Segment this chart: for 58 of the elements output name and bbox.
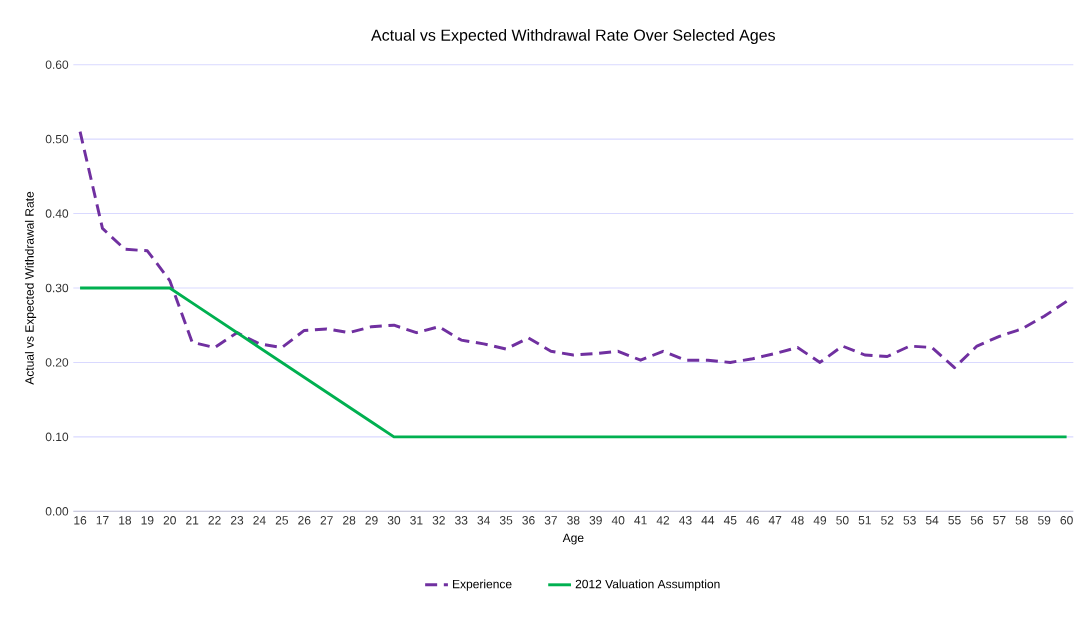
x-tick-label: 27 — [320, 516, 333, 525]
x-tick-label: 32 — [432, 516, 445, 525]
x-tick-label: 55 — [948, 516, 961, 525]
x-tick-label: 40 — [611, 516, 625, 525]
legend-label: 2012 Valuation Assumption — [575, 579, 720, 591]
x-tick-label: 54 — [925, 516, 939, 525]
x-tick-label: 51 — [858, 516, 871, 525]
x-tick-label: 23 — [230, 516, 244, 525]
x-tick-label: 44 — [701, 516, 715, 525]
x-tick-label: 34 — [477, 516, 490, 525]
line-series — [78, 130, 1069, 370]
x-tick-label: 19 — [141, 516, 154, 525]
legend-label: Experience — [453, 579, 512, 591]
x-tick-label: 37 — [544, 516, 557, 525]
x-tick-label: 42 — [656, 516, 670, 525]
y-tick-label: 0.00 — [45, 507, 69, 516]
y-tick-label: 0.30 — [45, 283, 69, 293]
x-tick-label: 56 — [970, 516, 984, 525]
y-tick-label: 0.20 — [45, 358, 69, 367]
x-tick-label: 45 — [723, 516, 737, 525]
x-tick-label: 46 — [746, 516, 759, 525]
x-tick-label: 49 — [813, 516, 827, 525]
x-tick-label: 52 — [881, 516, 894, 525]
x-tick-label: 39 — [589, 516, 602, 525]
chart-title: Actual vs Expected Withdrawal Rate Over Selected Ages — [371, 29, 776, 44]
x-tick-label: 17 — [96, 516, 109, 525]
x-tick-label: 28 — [343, 516, 356, 525]
x-tick-label: 57 — [993, 516, 1006, 525]
x-tick-label: 47 — [768, 516, 782, 525]
x-tick-label: 30 — [387, 516, 401, 525]
x-tick-label: 21 — [186, 516, 199, 525]
x-tick-label: 35 — [499, 516, 513, 525]
x-tick-label: 29 — [365, 516, 378, 525]
x-tick-label: 25 — [275, 516, 289, 525]
x-tick-label: 36 — [522, 516, 535, 525]
x-tick-label: 60 — [1060, 516, 1073, 525]
x-tick-label: 58 — [1015, 516, 1028, 525]
x-tick-label: 22 — [208, 516, 221, 525]
x-tick-label: 20 — [163, 516, 176, 525]
y-tick-label: 0.10 — [45, 432, 69, 442]
x-tick-label: 38 — [567, 516, 580, 525]
x-tick-label: 53 — [903, 516, 916, 525]
x-tick-label: 31 — [410, 516, 423, 525]
y-tick-label: 0.40 — [45, 209, 69, 218]
x-tick-label: 33 — [455, 516, 468, 525]
x-tick-label: 59 — [1037, 516, 1051, 525]
y-axis-title: Actual vs Expected Withdrawal Rate — [24, 191, 37, 385]
x-tick-label: 41 — [634, 516, 647, 525]
x-axis-title: Age — [562, 533, 584, 545]
x-tick-label: 43 — [679, 516, 692, 525]
x-tick-label: 50 — [836, 516, 849, 525]
y-tick-label: 0.60 — [45, 60, 69, 69]
x-tick-label: 18 — [119, 516, 132, 525]
y-tick-label: 0.50 — [45, 134, 69, 144]
x-tick-label: 16 — [74, 516, 87, 525]
x-tick-label: 24 — [253, 516, 266, 525]
x-tick-label: 48 — [791, 516, 804, 525]
x-tick-label: 26 — [298, 516, 311, 525]
